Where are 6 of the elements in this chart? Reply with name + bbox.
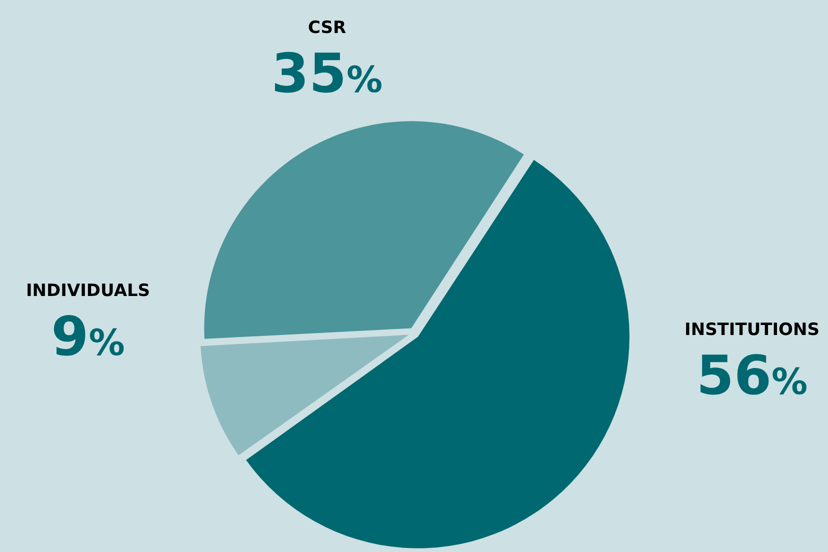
slice-label: INSTITUTIONS bbox=[684, 320, 820, 340]
slice-label: CSR bbox=[308, 18, 346, 38]
data-label: 35% bbox=[271, 42, 383, 105]
slice-label: INDIVIDUALS bbox=[26, 280, 150, 301]
data-label: 9% bbox=[51, 305, 125, 368]
data-label: 56% bbox=[696, 344, 808, 407]
